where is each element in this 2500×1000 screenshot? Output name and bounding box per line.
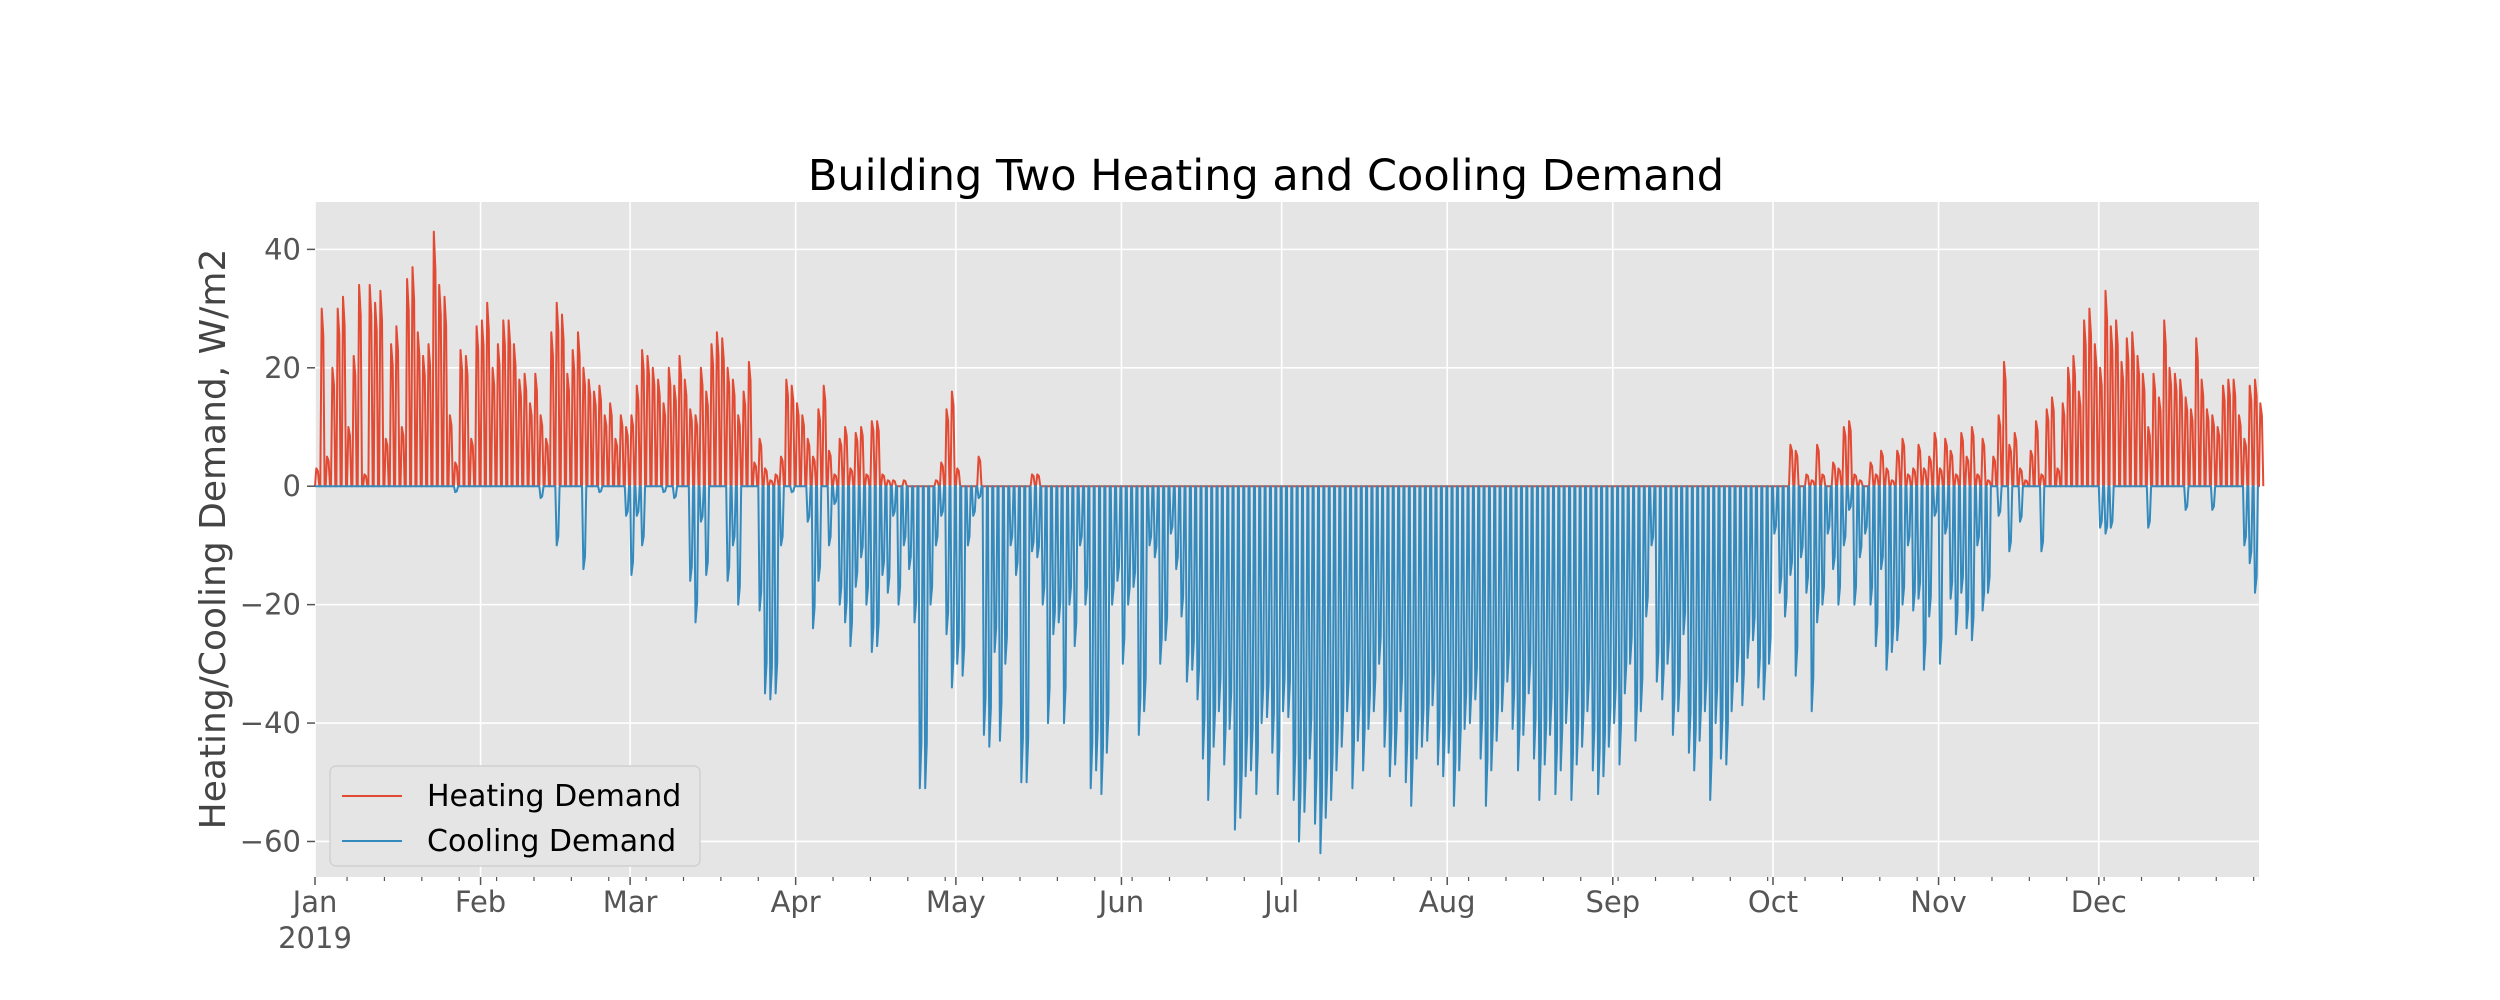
x-tick-label: Feb	[455, 885, 506, 919]
x-year-label: 2019	[278, 921, 352, 955]
legend: Heating Demand Cooling Demand	[329, 765, 701, 867]
x-tick-label: Jul	[1262, 885, 1299, 919]
x-tick-label: Sep	[1585, 885, 1640, 919]
x-tick-label: Aug	[1419, 885, 1476, 919]
x-tick-label: Oct	[1748, 885, 1798, 919]
y-tick-label: 40	[264, 232, 301, 266]
y-tick-label: −20	[240, 588, 301, 622]
x-tick-label: Dec	[2071, 885, 2127, 919]
x-tick-label: Jun	[1097, 885, 1144, 919]
x-tick-label: Nov	[1910, 885, 1967, 919]
series-line-1	[315, 485, 2259, 855]
legend-label-0: Heating Demand	[427, 779, 681, 814]
y-tick-label: 0	[283, 469, 301, 503]
y-tick-label: 20	[264, 351, 301, 385]
legend-box	[329, 765, 701, 867]
y-tick-label: −60	[240, 824, 301, 858]
y-tick-label: −40	[240, 706, 301, 740]
x-tick-label: Apr	[771, 885, 821, 919]
chart-title: Building Two Heating and Cooling Demand	[808, 151, 1724, 201]
series-layer	[314, 230, 2265, 855]
legend-label-1: Cooling Demand	[427, 824, 676, 859]
x-tick-label: Mar	[603, 885, 658, 919]
x-tick-label: May	[926, 885, 986, 919]
axes: 40 20 0 −20 −40 −60 Jan Feb Mar Apr May Jun Jul Aug Se…	[240, 232, 2255, 955]
y-axis-label: Heating/Cooling Demand, W/m2	[193, 249, 234, 830]
series-line-0	[314, 230, 2265, 488]
x-tick-label: Jan	[291, 885, 338, 919]
